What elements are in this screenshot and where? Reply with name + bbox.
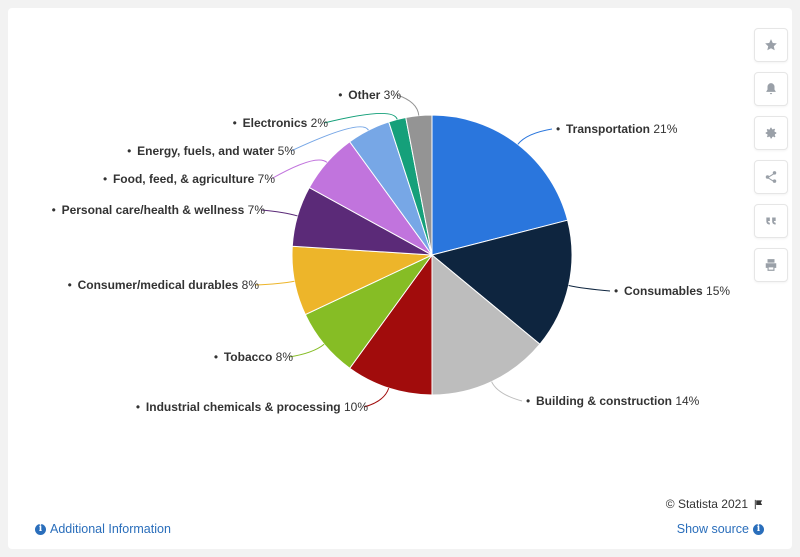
slice-label: Transportation 21%	[566, 122, 678, 136]
label-marker: •	[68, 278, 72, 292]
label-marker: •	[556, 122, 560, 136]
slice-label-name: Tobacco	[224, 350, 272, 364]
slice-label-name: Personal care/health & wellness	[62, 203, 245, 217]
slice-label-value: 21%	[650, 122, 678, 136]
slice-label: Electronics 2%	[243, 116, 329, 130]
copyright: © Statista 2021	[666, 497, 764, 511]
pie-slice-transportation[interactable]	[431, 114, 569, 256]
connector-line	[323, 112, 398, 124]
show-source-label: Show source	[676, 522, 749, 536]
slice-label: Consumables 15%	[624, 284, 730, 298]
slice-label: Consumer/medical durables 8%	[78, 278, 260, 292]
label-marker: •	[338, 88, 342, 102]
slice-label-value: 7%	[254, 172, 275, 186]
label-marker: •	[136, 400, 140, 414]
slice-label-name: Industrial chemicals & processing	[146, 400, 341, 414]
slice-label-value: 3%	[380, 88, 401, 102]
slice-label-name: Food, feed, & agriculture	[113, 172, 255, 186]
copyright-text: © Statista 2021	[665, 497, 748, 511]
info-icon: i	[35, 523, 46, 535]
flag-icon[interactable]	[753, 499, 764, 510]
cite-button[interactable]	[754, 204, 788, 238]
slice-label-value: 10%	[341, 400, 369, 414]
connector-line	[517, 128, 553, 145]
connector-line	[254, 280, 295, 286]
slice-label: Tobacco 8%	[224, 350, 293, 364]
show-source-link[interactable]: Show source i	[677, 522, 764, 536]
slice-label-value: 2%	[307, 116, 328, 130]
slice-label-value: 7%	[244, 203, 265, 217]
slice-label: Other 3%	[348, 88, 401, 102]
pie-chart: • Transportation 21% • Consumables 15% • Buil…	[52, 88, 731, 414]
quote-icon	[766, 217, 776, 225]
slice-label-value: 14%	[672, 394, 700, 408]
chart-card: • Transportation 21% • Consumables 15% • Buil…	[8, 8, 792, 549]
slice-label: Building & construction 14%	[536, 394, 700, 408]
pie-slice-industrial-chemicals-processing[interactable]	[349, 253, 433, 396]
connector-line	[290, 126, 369, 152]
slice-label-name: Other	[348, 88, 380, 102]
slice-label-value: 15%	[703, 284, 731, 298]
slice-label: Food, feed, & agriculture 7%	[113, 172, 275, 186]
connector-line	[568, 285, 611, 292]
connector-line	[260, 209, 298, 217]
label-marker: •	[52, 203, 56, 217]
info-icon: i	[753, 523, 764, 535]
slice-label-name: Building & construction	[536, 394, 672, 408]
slice-label-name: Energy, fuels, and water	[137, 144, 274, 158]
slice-label-value: 8%	[272, 350, 293, 364]
notification-button[interactable]	[754, 72, 788, 106]
connector-line	[270, 159, 328, 180]
additional-information-label: Additional Information	[50, 522, 171, 536]
connector-line	[288, 343, 325, 358]
slice-label-value: 5%	[274, 144, 295, 158]
star-icon	[765, 39, 777, 51]
slice-label: Industrial chemicals & processing 10%	[146, 400, 368, 414]
bookmark-button[interactable]	[754, 28, 788, 62]
label-marker: •	[526, 394, 530, 408]
label-marker: •	[214, 350, 218, 364]
additional-information-link[interactable]: i Additional Information	[35, 522, 171, 536]
connector-line	[363, 387, 390, 408]
pie-slice-other[interactable]	[405, 114, 433, 256]
share-button[interactable]	[754, 160, 788, 194]
bell-icon	[766, 83, 776, 95]
toolbar	[754, 28, 788, 292]
slice-label: Personal care/health & wellness 7%	[62, 203, 266, 217]
pie-slice-building-construction[interactable]	[431, 253, 541, 396]
slice-label: Energy, fuels, and water 5%	[137, 144, 295, 158]
label-marker: •	[233, 116, 237, 130]
label-marker: •	[614, 284, 618, 298]
settings-button[interactable]	[754, 116, 788, 150]
label-marker: •	[103, 172, 107, 186]
label-marker: •	[127, 144, 131, 158]
connector-line	[396, 94, 420, 116]
print-button[interactable]	[754, 248, 788, 282]
slice-label-value: 8%	[238, 278, 259, 292]
slice-label-name: Consumables	[624, 284, 703, 298]
connector-line	[491, 381, 523, 402]
slice-label-name: Transportation	[566, 122, 650, 136]
print-icon	[765, 259, 777, 271]
share-icon	[765, 171, 777, 183]
slice-label-name: Consumer/medical durables	[78, 278, 239, 292]
slice-label-name: Electronics	[243, 116, 308, 130]
gear-icon	[765, 127, 777, 139]
